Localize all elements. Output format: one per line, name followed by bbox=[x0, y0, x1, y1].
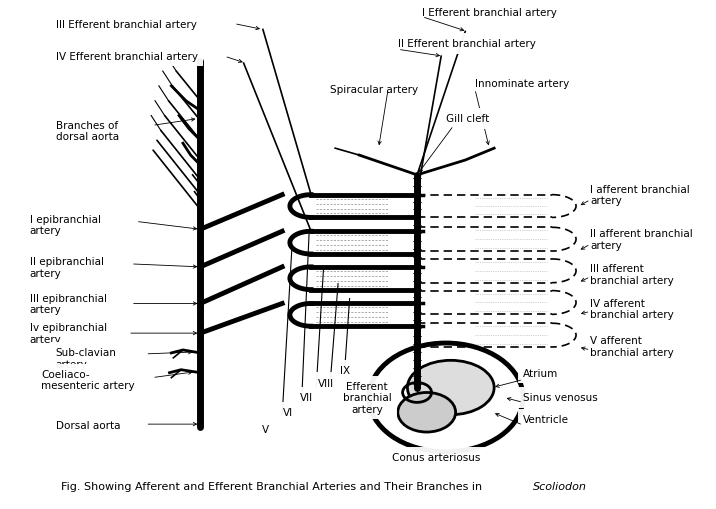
Text: VI: VI bbox=[283, 408, 293, 417]
Text: Efferent
branchial
artery: Efferent branchial artery bbox=[342, 381, 392, 414]
Text: Iv epibranchial
artery: Iv epibranchial artery bbox=[30, 323, 107, 344]
Text: I epibranchial
artery: I epibranchial artery bbox=[30, 214, 101, 236]
Text: Atrium: Atrium bbox=[523, 368, 558, 378]
Text: III afferent
branchial artery: III afferent branchial artery bbox=[591, 264, 674, 285]
Text: Fig. Showing Afferent and Efferent Branchial Arteries and Their Branches in: Fig. Showing Afferent and Efferent Branc… bbox=[61, 482, 485, 492]
Text: II afferent branchial
artery: II afferent branchial artery bbox=[591, 229, 693, 250]
Text: Sinus venosus: Sinus venosus bbox=[523, 392, 598, 403]
Text: Conus arteriosus: Conus arteriosus bbox=[392, 452, 480, 462]
Ellipse shape bbox=[407, 360, 494, 415]
Text: I Efferent branchial artery: I Efferent branchial artery bbox=[422, 8, 557, 18]
Text: I afferent branchial
artery: I afferent branchial artery bbox=[591, 184, 690, 206]
Text: IV Efferent branchial artery: IV Efferent branchial artery bbox=[56, 52, 198, 62]
Text: VIII: VIII bbox=[317, 378, 334, 388]
Text: V: V bbox=[262, 424, 269, 434]
Ellipse shape bbox=[398, 393, 455, 432]
Text: IX: IX bbox=[340, 365, 350, 375]
Text: V afferent
branchial artery: V afferent branchial artery bbox=[591, 335, 674, 357]
Text: Branches of
dorsal aorta: Branches of dorsal aorta bbox=[56, 120, 119, 142]
Text: Scoliodon: Scoliodon bbox=[533, 482, 586, 492]
Text: III epibranchial
artery: III epibranchial artery bbox=[30, 293, 107, 315]
Text: III Efferent branchial artery: III Efferent branchial artery bbox=[56, 19, 197, 30]
Text: VII: VII bbox=[300, 392, 313, 403]
Text: Ventricle: Ventricle bbox=[523, 414, 569, 425]
Text: IV afferent
branchial artery: IV afferent branchial artery bbox=[591, 298, 674, 320]
Text: Spiracular artery: Spiracular artery bbox=[330, 84, 418, 95]
Text: Coeliaco-
mesenteric artery: Coeliaco- mesenteric artery bbox=[42, 369, 135, 390]
Text: Dorsal aorta: Dorsal aorta bbox=[56, 420, 120, 430]
Text: Sub-clavian
artery: Sub-clavian artery bbox=[56, 347, 117, 369]
Text: Innominate artery: Innominate artery bbox=[475, 79, 569, 89]
Text: II epibranchial
artery: II epibranchial artery bbox=[30, 257, 104, 278]
Text: II Efferent branchial artery: II Efferent branchial artery bbox=[398, 39, 536, 49]
Text: Gill cleft: Gill cleft bbox=[446, 114, 489, 124]
